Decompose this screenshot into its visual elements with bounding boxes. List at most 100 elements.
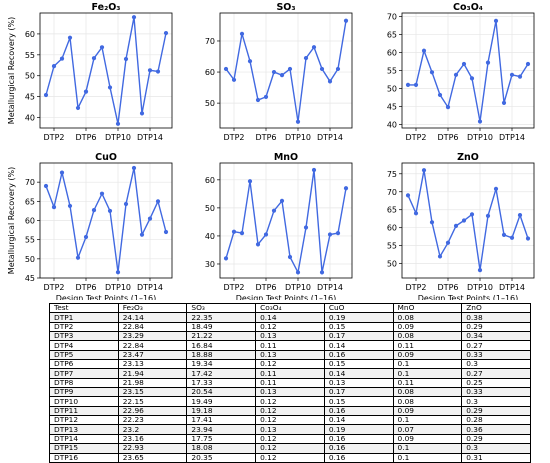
x-tick-label: DTP14 — [137, 133, 163, 142]
table-cell: 0.34 — [461, 331, 531, 342]
x-tick-label: DTP10 — [105, 133, 131, 142]
data-point — [501, 100, 507, 105]
table-cell: 23.94 — [186, 424, 257, 435]
x-axis-label: Design Test Points (1–16) — [236, 294, 337, 300]
data-point — [115, 121, 121, 126]
table-cell: 22.84 — [117, 340, 188, 351]
y-tick-label: 65 — [25, 197, 35, 206]
y-tick-label: 55 — [25, 51, 35, 60]
table-cell: 0.1 — [392, 359, 463, 370]
table-cell: 17.75 — [186, 433, 257, 445]
table-row: DTP1 24.14 22.35 0.14 0.19 0.08 0.38 — [49, 312, 531, 323]
table-cell: 0.12 — [255, 405, 325, 417]
data-point — [413, 82, 419, 87]
table-cell: 0.14 — [323, 368, 394, 379]
table-cell: 0.15 — [323, 396, 394, 407]
axes-frame — [401, 162, 535, 279]
header-cell: Test — [49, 302, 119, 314]
y-tick-label: 65 — [387, 206, 397, 215]
table-cell: 0.36 — [461, 424, 531, 435]
table-cell: DTP2 — [49, 321, 119, 333]
table-cell: DTP7 — [49, 368, 119, 379]
table-cell: 0.1 — [392, 443, 463, 454]
data-point — [295, 270, 301, 275]
data-point — [311, 167, 317, 173]
y-tick-label: 70 — [387, 13, 397, 22]
y-tick-label: 50 — [387, 260, 397, 269]
x-tick-label: DTP6 — [256, 283, 277, 292]
table-cell: 22.35 — [186, 312, 257, 323]
data-point — [67, 203, 73, 209]
data-point — [247, 59, 253, 64]
table-cell: 0.25 — [461, 377, 531, 389]
x-tick-label: DTP2 — [406, 283, 427, 292]
table-cell: 0.16 — [323, 433, 394, 445]
data-point — [155, 69, 161, 74]
x-axis-label: Design Test Points (1–16) — [418, 294, 519, 300]
table-cell: DTP3 — [49, 331, 119, 342]
table-cell: 0.13 — [255, 424, 325, 435]
data-point — [343, 18, 349, 23]
table-cell: 18.49 — [186, 321, 257, 333]
table-row: DTP9 23.15 20.54 0.13 0.17 0.08 0.33 — [49, 387, 531, 398]
table-cell: 0.15 — [323, 359, 394, 370]
x-tick-label: DTP6 — [438, 283, 459, 292]
axes-frame — [219, 12, 353, 129]
data-point — [99, 191, 105, 196]
data-point — [461, 61, 467, 67]
table-cell: 0.3 — [461, 396, 531, 407]
table-cell: 0.09 — [392, 321, 463, 333]
data-point — [223, 256, 229, 261]
table-cell: 22.15 — [117, 396, 188, 407]
table-cell: 0.1 — [392, 415, 463, 426]
y-tick-label: 60 — [205, 176, 215, 185]
header-cell: Co₃O₄ — [255, 302, 325, 314]
table-cell: 0.3 — [461, 443, 531, 454]
data-point — [223, 66, 229, 72]
x-tick-label: DTP10 — [467, 283, 493, 292]
table-cell: 21.22 — [186, 331, 257, 342]
y-tick-label: 50 — [205, 99, 215, 108]
table-cell: 0.12 — [255, 433, 325, 445]
table-row: DTP12 22.23 17.41 0.12 0.14 0.1 0.28 — [49, 415, 531, 426]
data-point — [279, 198, 285, 203]
chart-title: ZnO — [457, 152, 479, 163]
table-cell: 22.84 — [117, 321, 188, 333]
x-tick-label: DTP2 — [44, 133, 65, 142]
data-point — [429, 70, 435, 75]
data-point — [303, 55, 309, 61]
table-cell: DTP12 — [49, 415, 119, 426]
header-cell: Fe₂O₃ — [117, 302, 188, 314]
data-point — [453, 223, 459, 228]
header-cell: SO₃ — [186, 302, 257, 314]
table-cell: 0.11 — [255, 377, 325, 389]
data-point — [91, 56, 97, 61]
table-cell: 0.08 — [392, 312, 463, 323]
y-tick-label: 50 — [387, 84, 397, 93]
table-cell: 0.13 — [255, 349, 325, 361]
table-cell: 24.14 — [117, 312, 188, 323]
y-tick-label: 70 — [387, 188, 397, 197]
data-point — [83, 234, 89, 240]
data-point — [509, 72, 515, 77]
data-point — [239, 31, 245, 36]
data-point — [271, 69, 277, 75]
table-cell: 20.35 — [186, 452, 257, 463]
table-row: DTP14 23.16 17.75 0.12 0.16 0.09 0.29 — [49, 433, 531, 445]
table-cell: 0.1 — [392, 452, 463, 463]
table-cell: 0.12 — [255, 443, 325, 454]
table-cell: 23.65 — [117, 452, 188, 463]
y-tick-label: 40 — [387, 120, 397, 129]
y-tick-label: 50 — [25, 72, 35, 81]
table-cell: DTP9 — [49, 387, 119, 398]
table-cell: DTP1 — [49, 312, 119, 323]
data-point — [295, 119, 301, 124]
y-axis-label: Metallurgical Recovery (%) — [7, 167, 16, 274]
data-point — [139, 111, 145, 116]
table-cell: 23.13 — [117, 359, 188, 370]
data-point — [327, 232, 333, 237]
table-row: DTP6 23.13 19.34 0.12 0.15 0.1 0.3 — [49, 359, 531, 370]
table-cell: 0.08 — [392, 331, 463, 342]
table-row: DTP8 21.98 17.33 0.11 0.13 0.11 0.25 — [49, 377, 531, 389]
table-cell: 0.14 — [323, 415, 394, 426]
